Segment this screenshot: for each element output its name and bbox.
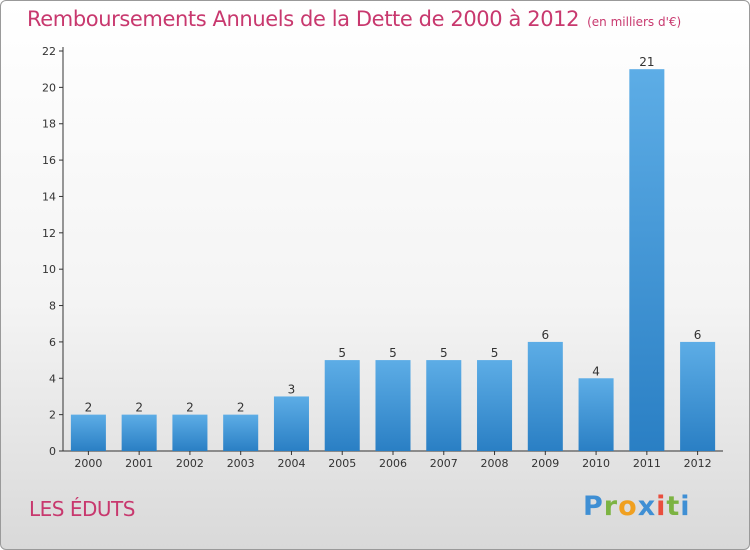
x-tick-label: 2001 xyxy=(125,457,153,470)
chart-unit-note: (en milliers d'€) xyxy=(587,15,682,29)
bar-value-label: 2 xyxy=(186,401,194,415)
x-tick-label: 2008 xyxy=(481,457,509,470)
x-tick-label: 2007 xyxy=(430,457,458,470)
x-tick-label: 2010 xyxy=(582,457,610,470)
bar-value-label: 21 xyxy=(639,55,654,69)
x-tick-label: 2009 xyxy=(531,457,559,470)
bar xyxy=(477,360,513,451)
proxiti-logo: Proxiti xyxy=(583,491,691,522)
y-tick-label: 16 xyxy=(42,154,56,167)
bar-value-label: 5 xyxy=(491,346,499,360)
bar xyxy=(680,341,716,451)
y-tick-label: 0 xyxy=(49,445,56,458)
bar xyxy=(172,414,208,451)
x-tick-label: 2002 xyxy=(176,457,204,470)
chart-title-text: Remboursements Annuels de la Dette de 20… xyxy=(27,7,580,31)
y-tick-label: 6 xyxy=(49,336,56,349)
x-tick-label: 2004 xyxy=(277,457,305,470)
x-tick-label: 2000 xyxy=(74,457,102,470)
y-tick-label: 2 xyxy=(49,409,56,422)
bar xyxy=(578,378,614,451)
bar-value-label: 6 xyxy=(541,328,549,342)
x-tick-label: 2003 xyxy=(227,457,255,470)
bar xyxy=(121,414,157,451)
y-tick-label: 18 xyxy=(42,118,56,131)
chart-title: Remboursements Annuels de la Dette de 20… xyxy=(27,7,681,31)
bar xyxy=(223,414,259,451)
bar xyxy=(375,360,411,451)
bar xyxy=(324,360,360,451)
bar-value-label: 5 xyxy=(440,346,448,360)
bar xyxy=(70,414,106,451)
bar xyxy=(629,69,665,451)
x-tick-label: 2005 xyxy=(328,457,356,470)
y-tick-label: 4 xyxy=(49,372,56,385)
bar-value-label: 2 xyxy=(85,401,93,415)
bar xyxy=(426,360,462,451)
y-tick-label: 8 xyxy=(49,300,56,313)
bar-value-label: 3 xyxy=(288,382,296,396)
y-tick-label: 10 xyxy=(42,263,56,276)
y-tick-label: 20 xyxy=(42,81,56,94)
x-tick-label: 2011 xyxy=(633,457,661,470)
bar-value-label: 6 xyxy=(694,328,702,342)
bar-value-label: 5 xyxy=(389,346,397,360)
bar-value-label: 5 xyxy=(338,346,346,360)
y-tick-label: 12 xyxy=(42,227,56,240)
x-tick-label: 2012 xyxy=(684,457,712,470)
bar-value-label: 2 xyxy=(237,401,245,415)
commune-name: LES ÉDUTS xyxy=(29,497,135,521)
bar xyxy=(273,396,309,451)
bar-value-label: 4 xyxy=(592,364,600,378)
y-tick-label: 14 xyxy=(42,190,56,203)
bar-value-label: 2 xyxy=(135,401,143,415)
x-tick-label: 2006 xyxy=(379,457,407,470)
bar xyxy=(527,341,563,451)
y-tick-label: 22 xyxy=(42,45,56,58)
